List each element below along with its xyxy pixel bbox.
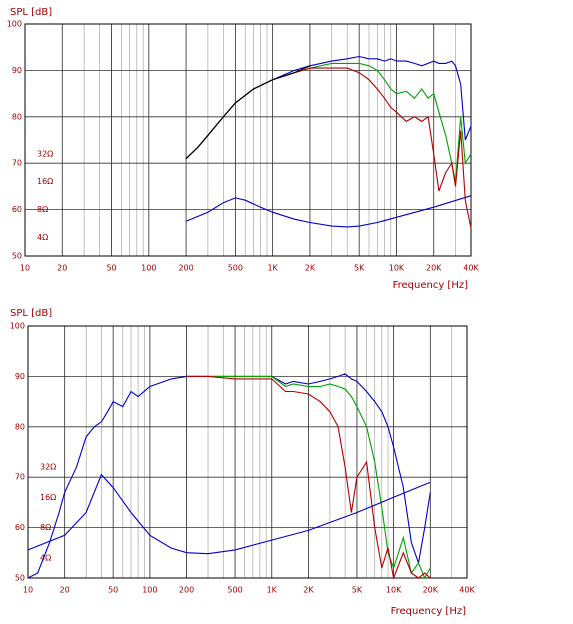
plot-frame <box>24 23 472 257</box>
y-tick-label: 70 <box>15 473 25 482</box>
y2-tick-label: 8Ω <box>40 523 51 532</box>
x-tick-label: 10K <box>389 264 405 273</box>
x-tick-label: 40K <box>463 264 479 273</box>
x-tick-label: 50 <box>106 264 116 273</box>
x-tick-label: 10K <box>386 586 402 595</box>
x-tick-label: 2K <box>305 264 316 273</box>
y2-tick-label: 8Ω <box>37 205 48 214</box>
y-axis-label: SPL [dB] <box>10 7 52 18</box>
impedance-line <box>185 195 472 228</box>
y-tick-label: 80 <box>12 112 22 121</box>
x-tick-label: 10 <box>23 586 33 595</box>
y-tick-label: 60 <box>12 205 22 214</box>
spl-line <box>186 375 431 581</box>
y-tick-label: 80 <box>15 422 25 431</box>
impedance-line <box>27 473 431 555</box>
y-tick-label: 90 <box>15 372 25 381</box>
y2-tick-label: 32Ω <box>37 149 53 158</box>
x-tick-label: 20K <box>423 586 439 595</box>
x-tick-label: 200 <box>178 264 193 273</box>
spl-line <box>185 65 311 159</box>
x-tick-label: 20K <box>426 264 442 273</box>
y-tick-label: 50 <box>12 252 22 261</box>
spl-line <box>186 375 431 580</box>
x-tick-label: 5K <box>352 586 363 595</box>
x-tick-label: 40K <box>459 586 475 595</box>
y-tick-label: 100 <box>7 20 22 29</box>
plot-area <box>28 326 467 578</box>
y2-tick-label: 4Ω <box>37 233 48 242</box>
y-tick-label: 60 <box>15 523 25 532</box>
x-tick-label: 500 <box>228 264 243 273</box>
x-axis-label: Frequency [Hz] <box>393 280 469 291</box>
x-tick-label: 500 <box>227 586 242 595</box>
plot-area <box>25 24 471 256</box>
y-tick-label: 90 <box>12 66 22 75</box>
y-tick-label: 70 <box>12 159 22 168</box>
x-tick-label: 1K <box>267 586 278 595</box>
x-tick-label: 20 <box>60 586 70 595</box>
y-axis-label: SPL [dB] <box>10 308 52 319</box>
x-tick-label: 100 <box>141 264 156 273</box>
x-tick-label: 2K <box>303 586 314 595</box>
plot-frame <box>27 325 468 579</box>
x-tick-label: 5K <box>354 264 365 273</box>
x-tick-label: 200 <box>179 586 194 595</box>
y-tick-label: 50 <box>15 574 25 583</box>
y2-tick-label: 32Ω <box>40 463 56 472</box>
y-tick-label: 100 <box>10 322 25 331</box>
y2-tick-label: 4Ω <box>40 553 51 562</box>
x-tick-label: 1K <box>267 264 278 273</box>
x-tick-label: 10 <box>20 264 30 273</box>
x-axis-label: Frequency [Hz] <box>391 606 467 617</box>
y2-tick-label: 16Ω <box>37 177 53 186</box>
x-tick-label: 20 <box>57 264 67 273</box>
y2-tick-label: 16Ω <box>40 493 56 502</box>
x-tick-label: 50 <box>108 586 118 595</box>
x-tick-label: 100 <box>142 586 157 595</box>
